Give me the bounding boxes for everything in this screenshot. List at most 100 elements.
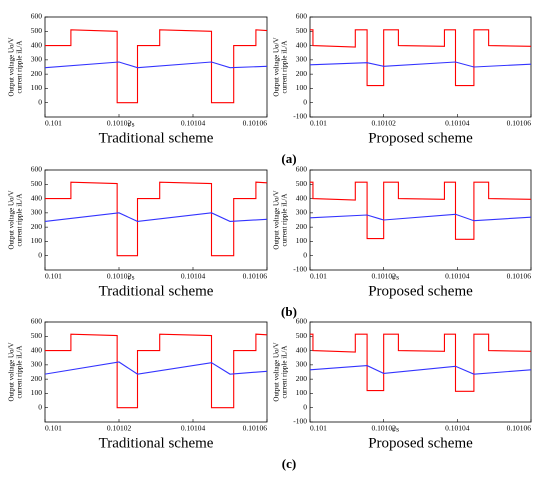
series-line [310, 181, 532, 240]
x-axis-label: t/s [127, 273, 134, 282]
x-tick-label: 0.10102 [371, 272, 396, 281]
x-tick-label: 0.101 [310, 424, 327, 433]
y-tick-label: 500 [31, 331, 43, 340]
plot-frame [44, 169, 268, 271]
x-tick-label: 0.10106 [243, 272, 268, 281]
y-tick-label: 100 [31, 236, 43, 245]
plot-frame [309, 16, 532, 118]
y-tick-label: 500 [296, 331, 308, 340]
y-tick-label: 200 [31, 374, 43, 383]
y-tick-label: 400 [296, 40, 308, 49]
y-tick-label: 200 [296, 69, 308, 78]
x-tick-label: 0.10106 [243, 119, 268, 128]
x-tick-label: 0.101 [45, 272, 62, 281]
x-tick-label: 0.10106 [507, 119, 532, 128]
y-tick-label: 300 [31, 208, 43, 217]
y-tick-label: 300 [31, 360, 43, 369]
x-axis-label: t/s [392, 425, 399, 434]
y-axis-label: current ripple iL/A [281, 346, 289, 399]
y-tick-label: 0 [38, 97, 42, 106]
y-tick-label: 200 [296, 374, 308, 383]
x-tick-label: 0.10104 [445, 424, 470, 433]
x-tick-label: 0.10102 [371, 119, 396, 128]
y-axis-label: Output voltage Uo/V [273, 190, 281, 249]
series-line [309, 213, 532, 222]
subtitle: Traditional scheme [99, 130, 214, 146]
panel-label: (a) [281, 151, 296, 166]
y-tick-label: 0 [303, 402, 307, 411]
y-tick-label: 400 [31, 345, 43, 354]
y-tick-label: 200 [31, 222, 43, 231]
y-axis-label: Output voltage Uo/V [8, 342, 16, 401]
y-axis-label: Output voltage Uo/V [8, 190, 16, 249]
y-tick-label: -100 [293, 112, 307, 121]
x-tick-label: 0.10104 [445, 272, 470, 281]
y-axis-label: current ripple iL/A [281, 194, 289, 247]
subtitle: Proposed scheme [368, 283, 473, 299]
y-tick-label: 200 [31, 69, 43, 78]
subtitle: Traditional scheme [99, 283, 214, 299]
y-tick-label: 300 [296, 55, 308, 64]
x-axis-label: t/s [127, 120, 134, 129]
series-line [44, 212, 268, 222]
y-tick-label: 100 [296, 388, 308, 397]
x-tick-label: 0.101 [45, 119, 62, 128]
y-tick-label: 500 [31, 179, 43, 188]
y-tick-label: 500 [31, 26, 43, 35]
y-axis-label: current ripple iL/A [16, 194, 24, 247]
series-line [310, 29, 532, 87]
x-tick-label: 0.101 [310, 272, 327, 281]
x-tick-label: 0.10102 [107, 119, 132, 128]
x-tick-label: 0.10106 [507, 272, 532, 281]
y-axis-label: current ripple iL/A [281, 41, 289, 94]
y-tick-label: -100 [293, 265, 307, 274]
y-tick-label: 600 [31, 317, 43, 326]
x-tick-label: 0.10104 [445, 119, 470, 128]
y-tick-label: 600 [296, 317, 308, 326]
y-tick-label: 600 [31, 12, 43, 21]
series-line [45, 181, 268, 257]
plot-frame [309, 321, 532, 423]
series-line [44, 61, 268, 69]
plot-frame [309, 169, 532, 271]
x-tick-label: 0.101 [310, 119, 327, 128]
subtitle: Proposed scheme [368, 435, 473, 451]
x-tick-label: 0.10106 [243, 424, 268, 433]
series-line [309, 365, 532, 375]
y-tick-label: 200 [296, 222, 308, 231]
y-tick-label: 0 [303, 250, 307, 259]
series-line [310, 333, 532, 392]
y-tick-label: 600 [31, 165, 43, 174]
panel-label: (c) [282, 456, 296, 471]
y-tick-label: 400 [31, 193, 43, 202]
y-tick-label: 100 [31, 388, 43, 397]
subtitle: Proposed scheme [368, 130, 473, 146]
y-tick-label: 300 [296, 360, 308, 369]
x-tick-label: 0.10102 [371, 424, 396, 433]
y-axis-label: Output voltage Uo/V [8, 37, 16, 96]
x-tick-label: 0.10106 [507, 424, 532, 433]
y-tick-label: 100 [31, 83, 43, 92]
series-line [309, 61, 532, 68]
x-tick-label: 0.10104 [181, 119, 206, 128]
x-tick-label: 0.101 [45, 424, 62, 433]
y-tick-label: -100 [293, 417, 307, 426]
plot-frame [44, 321, 268, 423]
y-tick-label: 0 [38, 402, 42, 411]
y-tick-label: 300 [296, 208, 308, 217]
y-tick-label: 600 [296, 165, 308, 174]
series-line [45, 29, 268, 104]
x-tick-label: 0.10104 [181, 272, 206, 281]
plot-frame [44, 16, 268, 118]
panel-label: (b) [281, 304, 297, 319]
y-axis-label: current ripple iL/A [16, 346, 24, 399]
series-line [45, 333, 268, 409]
y-tick-label: 0 [38, 250, 42, 259]
y-tick-label: 600 [296, 12, 308, 21]
y-tick-label: 500 [296, 26, 308, 35]
y-axis-label: Output voltage Uo/V [273, 37, 281, 96]
y-tick-label: 100 [296, 83, 308, 92]
y-tick-label: 0 [303, 97, 307, 106]
